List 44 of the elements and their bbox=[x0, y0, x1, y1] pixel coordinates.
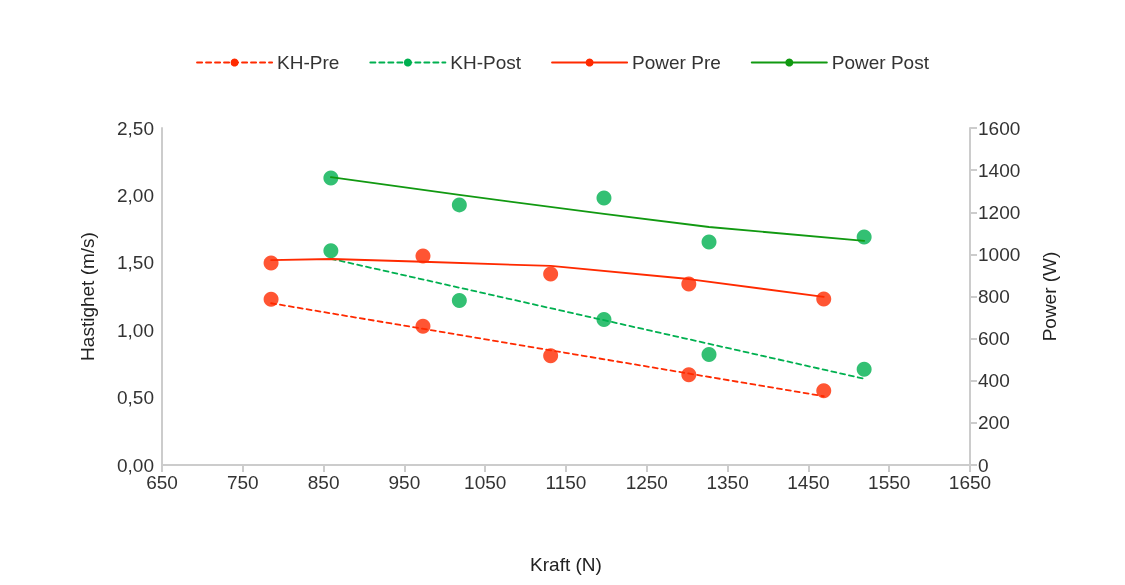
point bbox=[263, 291, 279, 307]
point bbox=[543, 266, 559, 282]
x-tick-label: 1050 bbox=[464, 472, 507, 493]
x-tick-label: 950 bbox=[388, 472, 421, 493]
point bbox=[543, 348, 559, 364]
y2-tick-label: 1600 bbox=[978, 117, 1021, 139]
point bbox=[323, 170, 339, 186]
y2-tick-label: 200 bbox=[978, 412, 1010, 434]
point bbox=[856, 361, 872, 377]
point bbox=[681, 367, 697, 383]
point bbox=[451, 197, 467, 213]
y2-tick-label: 1400 bbox=[978, 159, 1021, 181]
point bbox=[856, 229, 872, 245]
legend-label: Power Post bbox=[831, 52, 930, 73]
y-tick-label: 1,50 bbox=[117, 252, 154, 274]
point bbox=[451, 293, 467, 309]
point bbox=[816, 291, 832, 307]
y2-tick-label: 1200 bbox=[978, 201, 1021, 223]
y-tick-label: 2,00 bbox=[117, 184, 154, 206]
legend-label: Power Pre bbox=[632, 52, 721, 73]
legend-label: KH-Pre bbox=[277, 52, 340, 73]
legend-label: KH-Post bbox=[450, 52, 522, 73]
x-tick-label: 1150 bbox=[545, 472, 587, 493]
y-tick-label: 0,50 bbox=[117, 387, 154, 409]
x-tick-label: 1450 bbox=[787, 472, 830, 493]
x-tick-label: 1350 bbox=[706, 472, 749, 493]
y2-tick-label: 800 bbox=[978, 286, 1010, 307]
x-axis-title: Kraft (N) bbox=[530, 554, 602, 575]
y2-tick-label: 400 bbox=[978, 370, 1010, 392]
point bbox=[596, 190, 612, 206]
x-tick-label: 1250 bbox=[625, 472, 668, 493]
y-tick-label: 1,00 bbox=[117, 319, 154, 341]
x-tick-label: 750 bbox=[226, 472, 259, 493]
y2-tick-label: 600 bbox=[978, 328, 1010, 350]
y-tick-label: 2,50 bbox=[117, 117, 154, 139]
point bbox=[701, 346, 717, 362]
y2-axis-title: Power (W) bbox=[1039, 251, 1060, 342]
point bbox=[701, 234, 717, 250]
y-axis-title: Hastighet (m/s) bbox=[77, 232, 98, 361]
point bbox=[816, 383, 832, 399]
x-tick-label: 850 bbox=[307, 472, 340, 493]
x-tick-label: 1550 bbox=[868, 472, 911, 493]
point bbox=[323, 243, 339, 259]
y2-tick-label: 1000 bbox=[978, 243, 1021, 265]
